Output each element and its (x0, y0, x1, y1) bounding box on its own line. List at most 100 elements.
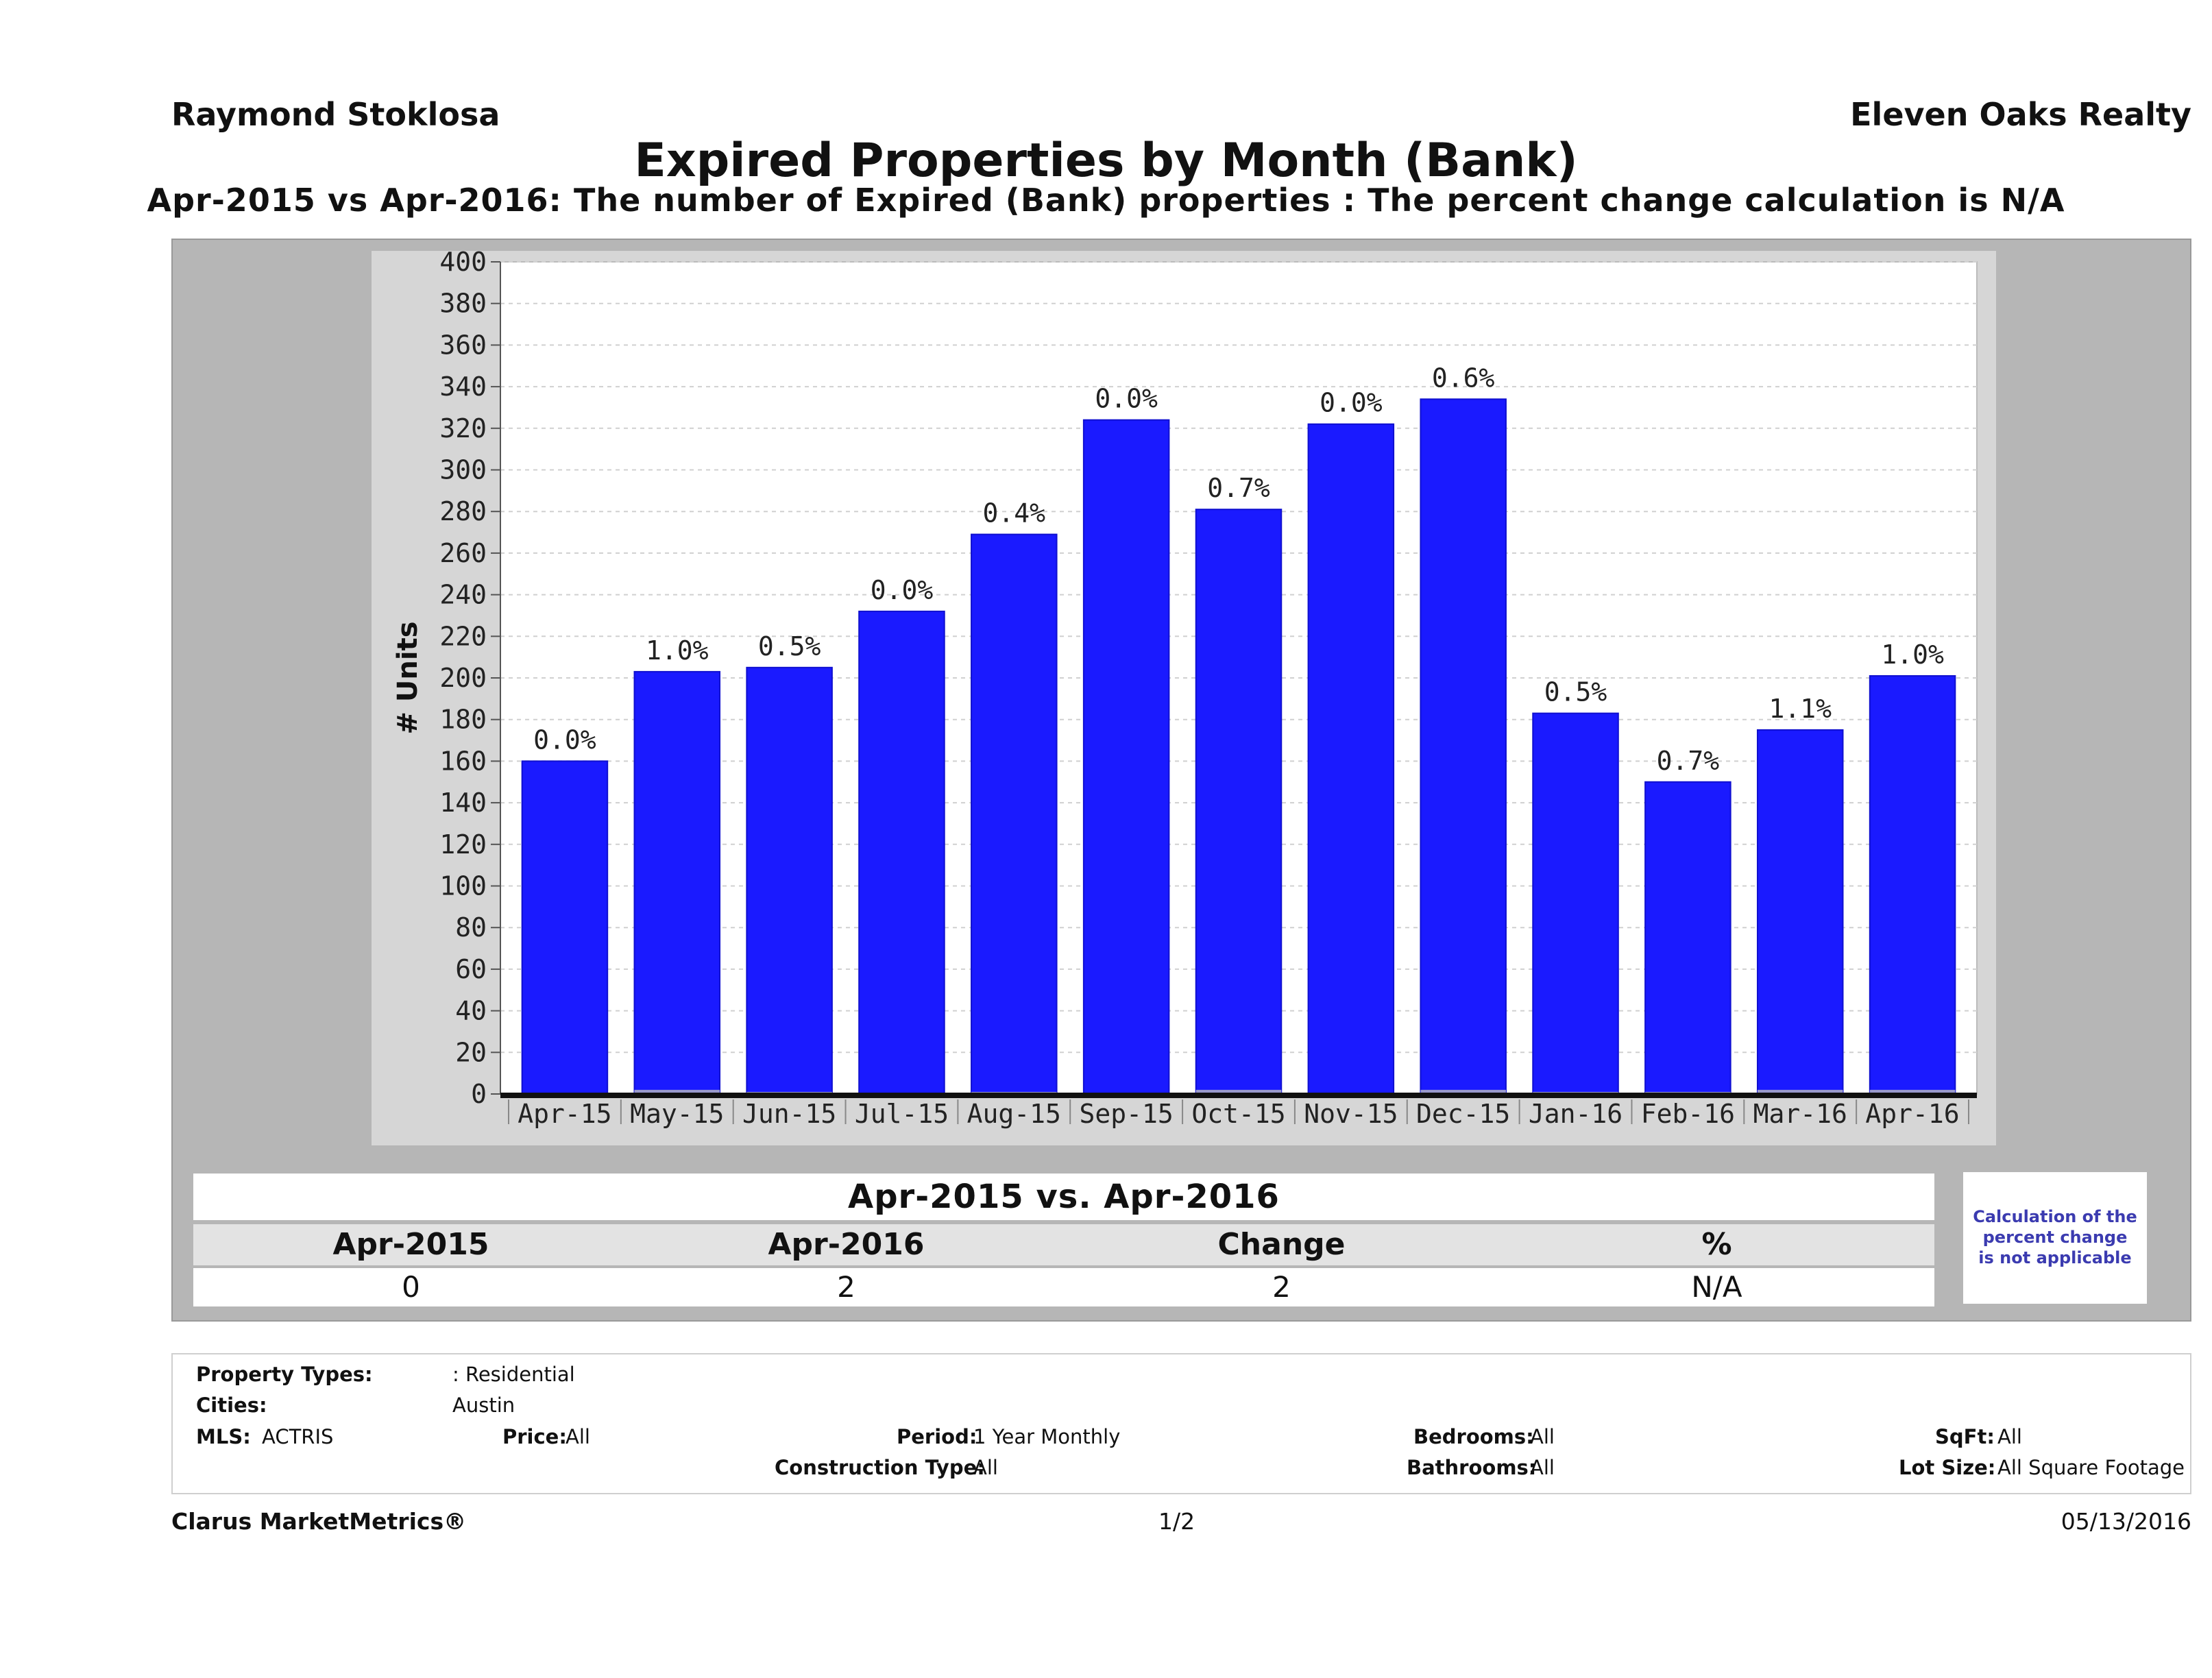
bar-label-Jul-15: 0.0% (871, 575, 934, 605)
cities-label: Cities: (196, 1394, 267, 1417)
y-tick-label: 260 (439, 538, 487, 568)
bathrooms-value: All (1530, 1456, 1555, 1479)
value-change: 2 (1272, 1270, 1291, 1304)
bedrooms-label: Bedrooms: (1413, 1425, 1534, 1448)
footer-date: 05/13/2016 (2061, 1508, 2191, 1535)
x-tick-label-Dec-15: Dec-15 (1416, 1099, 1510, 1129)
bar-label-Sep-15: 0.0% (1095, 384, 1158, 414)
bar-label-May-15: 1.0% (646, 635, 709, 666)
bar-label-Apr-16: 1.0% (1881, 640, 1944, 670)
x-tick-label-Jun-15: Jun-15 (742, 1099, 836, 1129)
bar-base-Oct-15 (1195, 1089, 1282, 1094)
header-apr-2016: Apr-2016 (768, 1227, 925, 1262)
note-line-3: is not applicable (1978, 1248, 2132, 1267)
y-tick-label: 320 (439, 413, 487, 443)
y-tick-label: 220 (439, 621, 487, 651)
bar-Feb-16 (1644, 781, 1731, 1095)
bar-label-Dec-15: 0.6% (1432, 363, 1495, 393)
bar-label-Apr-15: 0.0% (533, 725, 596, 755)
cities-value: Austin (452, 1394, 515, 1417)
y-tick-label: 40 (455, 996, 487, 1026)
bar-label-Nov-15: 0.0% (1320, 388, 1383, 418)
bar-Dec-15 (1420, 398, 1507, 1095)
construction-type-label: Construction Type: (775, 1456, 985, 1479)
x-tick-label-Jan-16: Jan-16 (1529, 1099, 1622, 1129)
construction-type-value: All (973, 1456, 998, 1479)
bar-base-Apr-16 (1869, 1089, 1956, 1094)
percent-change-note: Calculation of the percent change is not… (1963, 1172, 2147, 1304)
x-tick-label-May-15: May-15 (630, 1099, 724, 1129)
bar-base-May-15 (634, 1089, 720, 1094)
lot-size-value: All Square Footage (1997, 1456, 2185, 1479)
header-change: Change (1217, 1227, 1346, 1262)
footer-brand: Clarus MarketMetrics® (171, 1508, 467, 1535)
x-tick-label-Nov-15: Nov-15 (1304, 1099, 1398, 1129)
y-tick-label: 380 (439, 289, 487, 319)
y-tick-label: 140 (439, 788, 487, 818)
report-title: Expired Properties by Month (Bank) (634, 134, 1578, 188)
price-label: Price: (502, 1425, 567, 1448)
bar-Oct-15 (1195, 509, 1283, 1095)
report-subtitle: Apr-2015 vs Apr-2016: The number of Expi… (147, 182, 2065, 219)
agent-name: Raymond Stoklosa (171, 96, 500, 133)
x-tick-label-Apr-16: Apr-16 (1865, 1099, 1959, 1129)
x-tick-label-Aug-15: Aug-15 (967, 1099, 1061, 1129)
property-types-value: : Residential (452, 1363, 575, 1386)
bar-Nov-15 (1307, 423, 1395, 1095)
x-tick-label-Oct-15: Oct-15 (1191, 1099, 1285, 1129)
x-tick-label-Sep-15: Sep-15 (1080, 1099, 1174, 1129)
mls-value: ACTRIS (262, 1425, 334, 1448)
comparison-title: Apr-2015 vs. Apr-2016 (193, 1174, 1934, 1220)
y-tick-label: 100 (439, 871, 487, 901)
lot-size-label: Lot Size: (1899, 1456, 1996, 1479)
bar-base-Dec-15 (1420, 1089, 1506, 1094)
x-tick-label-Jul-15: Jul-15 (855, 1099, 949, 1129)
value-percent: N/A (1691, 1270, 1742, 1304)
period-value: 1 Year Monthly (973, 1425, 1121, 1448)
bar-label-Jun-15: 0.5% (758, 631, 821, 661)
y-tick-label: 120 (439, 829, 487, 860)
value-apr-2016: 2 (837, 1270, 855, 1304)
y-tick-label: 360 (439, 330, 487, 360)
bar-Aug-15 (971, 533, 1058, 1095)
y-tick-label: 160 (439, 746, 487, 776)
bar-base-Mar-16 (1757, 1089, 1843, 1094)
y-tick-label: 0 (471, 1079, 487, 1109)
bar-Sep-15 (1082, 419, 1170, 1095)
y-axis-title: # Units (392, 621, 424, 734)
comparison-values-row: 0 2 2 N/A (193, 1268, 1934, 1306)
mls-label: MLS: (196, 1425, 251, 1448)
sqft-value: All (1997, 1425, 2022, 1448)
note-line-2: percent change (1982, 1228, 2128, 1247)
bar-Apr-16 (1869, 674, 1956, 1095)
bar-chart: 0 20 40 60 80 100 120 140 160 180 200 220 240 260 280 3… (392, 251, 1978, 1129)
price-value: All (566, 1425, 590, 1448)
y-tick-label: 200 (439, 663, 487, 693)
x-tick-label-Feb-16: Feb-16 (1641, 1099, 1735, 1129)
bar-label-Feb-16: 0.7% (1657, 746, 1720, 776)
y-tick-label: 20 (455, 1037, 487, 1067)
bar-label-Aug-15: 0.4% (983, 498, 1046, 528)
y-tick-label: 340 (439, 372, 487, 402)
criteria-box (171, 1353, 2191, 1494)
bar-label-Mar-16: 1.1% (1769, 694, 1832, 724)
y-tick-label: 300 (439, 455, 487, 485)
sqft-label: SqFt: (1935, 1425, 1995, 1448)
bar-Jan-16 (1532, 712, 1619, 1095)
period-label: Period: (897, 1425, 977, 1448)
comparison-header-row: Apr-2015 Apr-2016 Change % (193, 1224, 1934, 1265)
x-tick-label-Mar-16: Mar-16 (1753, 1099, 1847, 1129)
company-name: Eleven Oaks Realty (1850, 96, 2191, 133)
header-apr-2015: Apr-2015 (332, 1227, 489, 1262)
bathrooms-label: Bathrooms: (1407, 1456, 1537, 1479)
x-tick-label-Apr-15: Apr-15 (518, 1099, 611, 1129)
y-tick-label: 280 (439, 496, 487, 526)
y-tick-label: 60 (455, 954, 487, 984)
y-tick-label: 240 (439, 580, 487, 610)
bar-Jun-15 (746, 666, 833, 1095)
y-tick-label: 80 (455, 912, 487, 943)
bar-Jul-15 (858, 610, 945, 1095)
bar-label-Jan-16: 0.5% (1544, 677, 1607, 707)
property-types-label: Property Types: (196, 1363, 373, 1386)
bar-label-Oct-15: 0.7% (1207, 473, 1270, 503)
